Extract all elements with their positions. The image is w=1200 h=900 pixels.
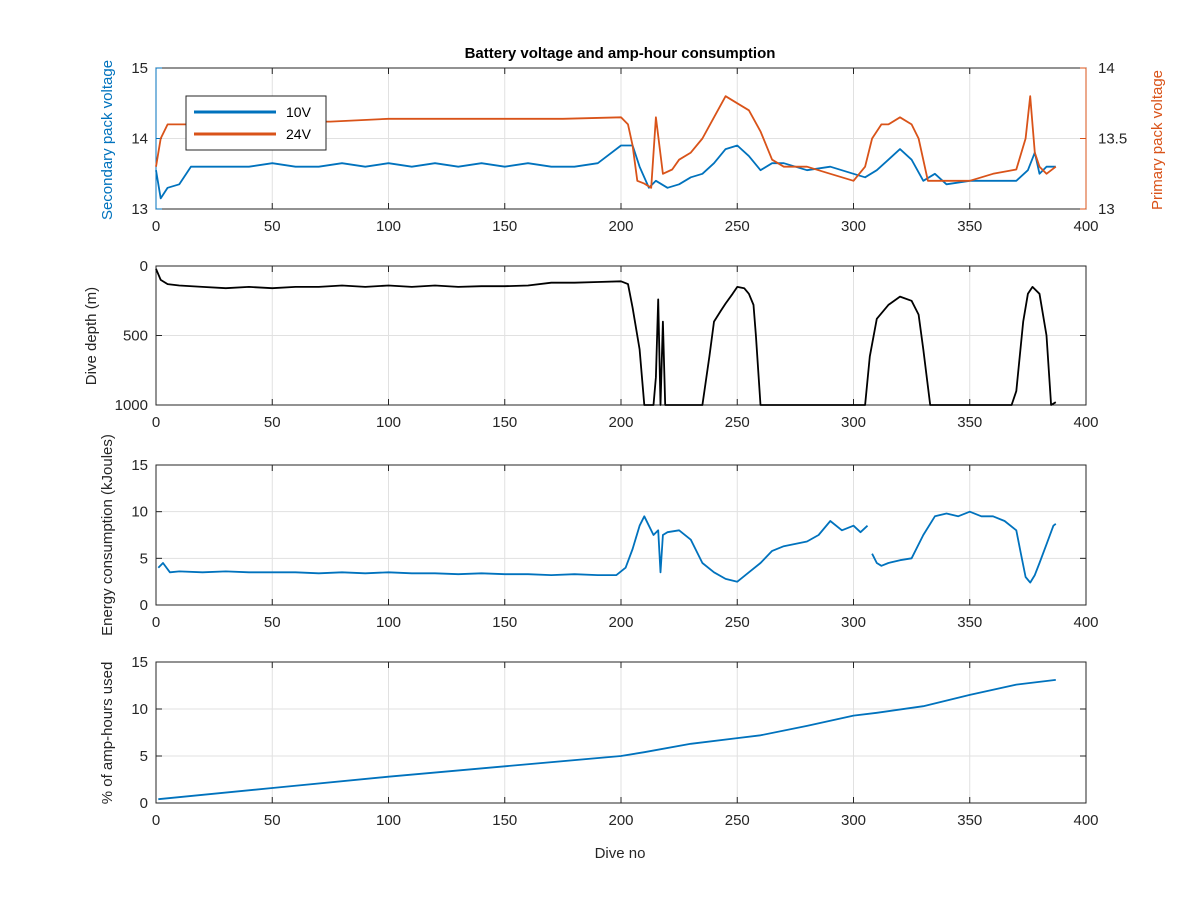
ylabel-dive-depth: Dive depth (m) bbox=[83, 287, 100, 385]
x-tick-label: 350 bbox=[957, 218, 982, 235]
x-tick-label: 150 bbox=[492, 414, 517, 431]
x-tick-label: 300 bbox=[841, 812, 866, 829]
x-tick-label: 50 bbox=[264, 614, 281, 631]
x-tick-label: 400 bbox=[1073, 614, 1098, 631]
subplot-2: 0 50 100 150 200 250 300 350 400 0 500 1000 bbox=[115, 258, 1099, 431]
ylabel-secondary-pack-voltage: Secondary pack voltage bbox=[99, 60, 116, 220]
x-tick-label: 0 bbox=[152, 414, 160, 431]
x-tick-label: 200 bbox=[608, 812, 633, 829]
y-tick-label: 5 bbox=[140, 748, 148, 765]
y-tick-label: 10 bbox=[131, 701, 148, 718]
x-tick-label: 400 bbox=[1073, 414, 1098, 431]
y-tick-label: 15 bbox=[131, 60, 148, 77]
y-tick-label: 0 bbox=[140, 258, 148, 275]
series-line-10v bbox=[155, 144, 1056, 200]
legend-label-10v: 10V bbox=[286, 104, 312, 120]
x-tick-label: 250 bbox=[725, 614, 750, 631]
x-tick-label: 50 bbox=[264, 218, 281, 235]
x-tick-label: 150 bbox=[492, 218, 517, 235]
x-tick-label: 100 bbox=[376, 414, 401, 431]
x-tick-label: 100 bbox=[376, 218, 401, 235]
x-tick-label: 0 bbox=[152, 218, 160, 235]
legend: 10V 24V bbox=[185, 95, 327, 151]
legend-box bbox=[185, 95, 327, 151]
x-tick-label: 100 bbox=[376, 614, 401, 631]
y-tick-label: 0 bbox=[140, 597, 148, 614]
series-line-series-1 bbox=[155, 268, 1057, 406]
series-line-series-1 bbox=[158, 679, 1056, 801]
y-tick-label: 15 bbox=[131, 457, 148, 474]
x-tick-label: 250 bbox=[725, 218, 750, 235]
x-tick-label: 200 bbox=[608, 414, 633, 431]
x-tick-label: 350 bbox=[957, 812, 982, 829]
x-tick-label: 300 bbox=[841, 218, 866, 235]
y-tick-label: 10 bbox=[131, 504, 148, 521]
x-tick-label: 250 bbox=[725, 414, 750, 431]
x-tick-label: 150 bbox=[492, 812, 517, 829]
x-tick-label: 350 bbox=[957, 614, 982, 631]
x-tick-label: 150 bbox=[492, 614, 517, 631]
series-line-series-2 bbox=[871, 510, 1057, 584]
y-tick-label: 13 bbox=[131, 201, 148, 218]
y-tick-label: 5 bbox=[140, 550, 148, 567]
x-tick-label: 100 bbox=[376, 812, 401, 829]
x-tick-label: 300 bbox=[841, 414, 866, 431]
subplot-3: 0 50 100 150 200 250 300 350 400 0 5 10 15 bbox=[131, 457, 1098, 631]
x-tick-label: 400 bbox=[1073, 218, 1098, 235]
x-tick-label: 50 bbox=[264, 812, 281, 829]
ylabel-amp-hours-used: % of amp-hours used bbox=[99, 662, 116, 805]
x-tick-label: 50 bbox=[264, 414, 281, 431]
y-tick-label: 500 bbox=[123, 328, 148, 345]
xlabel-dive-no: Dive no bbox=[595, 845, 646, 862]
x-tick-label: 200 bbox=[608, 614, 633, 631]
x-tick-label: 250 bbox=[725, 812, 750, 829]
subplot-4: 0 50 100 150 200 250 300 350 400 0 5 10 15 bbox=[131, 654, 1098, 829]
ylabel-energy-consumption: Energy consumption (kJoules) bbox=[99, 434, 116, 636]
legend-label-24v: 24V bbox=[286, 126, 312, 142]
y-tick-label: 15 bbox=[131, 654, 148, 671]
series-line-series-1 bbox=[157, 515, 869, 583]
y-right-tick-label: 14 bbox=[1098, 60, 1115, 77]
x-tick-label: 300 bbox=[841, 614, 866, 631]
y-right-tick-label: 13 bbox=[1098, 201, 1115, 218]
x-tick-label: 0 bbox=[152, 812, 160, 829]
ylabel-primary-pack-voltage: Primary pack voltage bbox=[1149, 70, 1166, 210]
y-tick-label: 0 bbox=[140, 795, 148, 812]
y-right-tick-label: 13.5 bbox=[1098, 131, 1127, 148]
series-line-24v bbox=[155, 95, 1057, 189]
y-tick-label: 1000 bbox=[115, 397, 148, 414]
x-tick-label: 0 bbox=[152, 614, 160, 631]
chart-title: Battery voltage and amp-hour consumption bbox=[465, 45, 776, 62]
x-tick-label: 200 bbox=[608, 218, 633, 235]
x-tick-label: 400 bbox=[1073, 812, 1098, 829]
y-tick-label: 14 bbox=[131, 131, 148, 148]
x-tick-label: 350 bbox=[957, 414, 982, 431]
